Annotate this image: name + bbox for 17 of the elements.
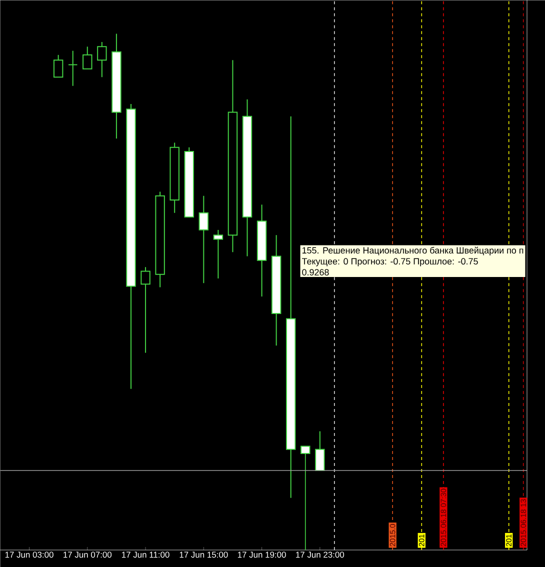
x-tick-label: 17 Jun 07:00	[64, 552, 112, 558]
x-tick-label: 17 Jun 03:00	[5, 552, 54, 558]
x-tick-label: 17 Jun 19:00	[238, 552, 286, 558]
candlestick	[97, 42, 107, 78]
annotation: 155. Решение Национального банка Швейцарии по п	[302, 246, 524, 256]
candlestick	[68, 50, 78, 86]
x-tick-label: 17 Jun 23:00	[296, 552, 344, 558]
candlestick	[213, 229, 224, 279]
x-tick-label: 17 Jun 15:00	[180, 552, 228, 558]
x-tick-label: 17 Jun 11:00	[122, 552, 170, 558]
candlestick	[53, 54, 64, 78]
annotation: Текущее: 0 Прогноз: -0.75 Прошлое: -0.75	[302, 258, 478, 266]
candlestick	[140, 266, 150, 354]
annotation: 0.9268	[302, 269, 329, 276]
candlestick	[315, 430, 325, 471]
candlestick	[198, 195, 209, 284]
candlestick	[82, 46, 92, 70]
